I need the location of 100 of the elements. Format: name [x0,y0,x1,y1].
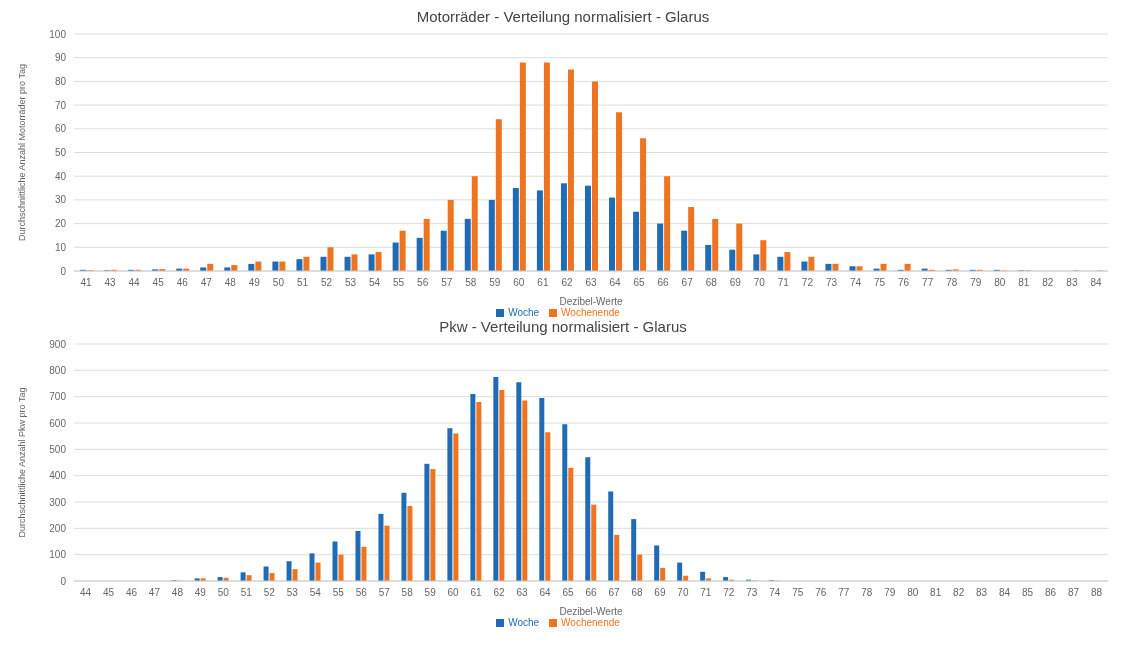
x-tick-label: 73 [746,587,758,599]
x-tick-label: 81 [1018,277,1030,289]
y-tick-label: 60 [54,123,67,135]
x-tick-label: 61 [537,277,549,289]
x-tick-label: 62 [561,277,573,289]
x-tick-label: 83 [1066,277,1078,289]
x-tick-label: 72 [801,277,814,289]
y-tick-label: 0 [60,265,67,277]
x-tick-label: 84 [1090,277,1102,289]
y-axis-title: Durchschnittliche Anzahl Pkw pro Tag [17,387,28,538]
x-tick-label: 59 [489,277,501,289]
x-tick-label: 85 [1022,587,1034,599]
x-tick-label: 50 [272,277,285,289]
x-tick-label: 80 [907,587,919,599]
x-tick-label: 66 [585,587,597,599]
x-tick-label: 69 [729,277,742,289]
x-tick-label: 52 [320,277,333,289]
x-tick-label: 47 [148,587,161,599]
x-tick-label: 46 [176,277,189,289]
x-tick-label: 82 [1042,277,1054,289]
x-tick-label: 81 [930,587,942,599]
chart-title: Motorräder - Verteilung normalisiert - Glarus [415,8,711,27]
x-axis-title: Dezibel-Werte [559,296,624,307]
x-axis-title: Dezibel-Werte [559,606,624,617]
x-tick-label: 70 [753,277,766,289]
x-tick-label: 55 [393,277,405,289]
y-tick-label: 400 [49,470,67,482]
x-tick-label: 56 [355,587,368,599]
y-tick-label: 600 [49,417,67,429]
x-tick-label: 46 [125,587,138,599]
y-tick-label: 300 [49,496,67,508]
legend-label: Wochenende [561,617,620,628]
x-tick-label: 86 [1044,587,1057,599]
x-tick-label: 62 [493,587,506,599]
x-tick-label: 57 [441,277,453,289]
x-tick-label: 56 [417,277,429,289]
x-tick-label: 87 [1067,587,1080,599]
y-tick-label: 0 [60,575,67,587]
x-tick-label: 60 [447,587,460,599]
x-tick-label: 60 [513,277,525,289]
x-tick-label: 52 [263,587,276,599]
y-axis-title: Durchschnittliche Anzahl Motorräder pro Tag [17,64,28,241]
y-tick-label: 30 [54,194,67,206]
y-tick-label: 500 [49,443,67,455]
x-tick-label: 48 [171,587,184,599]
x-tick-label: 74 [769,587,781,599]
x-tick-label: 65 [633,277,646,289]
x-tick-label: 54 [309,587,322,599]
legend-label: Wochenende [561,307,620,318]
y-tick-label: 80 [54,75,67,87]
y-tick-label: 10 [54,241,67,253]
x-tick-label: 63 [585,277,597,289]
x-tick-label: 77 [922,277,934,289]
x-tick-label: 45 [152,277,165,289]
x-tick-label: 84 [999,587,1011,599]
y-tick-label: 70 [54,99,67,111]
x-tick-label: 76 [898,277,910,289]
x-tick-label: 73 [825,277,838,289]
x-tick-label: 49 [194,587,207,599]
x-tick-label: 88 [1090,587,1103,599]
y-tick-label: 100 [49,28,67,40]
x-tick-label: 77 [838,587,850,599]
x-tick-label: 44 [128,277,141,289]
x-tick-label: 55 [332,587,345,599]
x-tick-label: 50 [217,587,230,599]
x-tick-label: 80 [994,277,1006,289]
legend-label: Woche [508,617,540,628]
x-tick-label: 47 [200,277,213,289]
legend-label: Woche [508,307,540,318]
x-tick-label: 65 [562,587,575,599]
y-tick-label: 800 [49,364,67,376]
x-tick-label: 54 [369,277,381,289]
y-tick-label: 700 [49,391,67,403]
x-tick-label: 76 [815,587,827,599]
y-tick-label: 100 [49,549,67,561]
x-tick-label: 45 [102,587,115,599]
y-tick-label: 20 [54,218,67,230]
x-tick-label: 44 [79,587,92,599]
x-tick-label: 53 [286,587,299,599]
x-tick-label: 43 [104,277,117,289]
x-tick-label: 82 [953,587,965,599]
x-tick-label: 41 [80,277,93,289]
x-tick-label: 51 [240,587,253,599]
x-tick-label: 58 [465,277,477,289]
x-tick-label: 57 [378,587,391,599]
x-tick-label: 71 [700,587,712,599]
y-tick-label: 40 [54,170,67,182]
x-tick-label: 63 [516,587,529,599]
x-tick-label: 61 [470,587,483,599]
x-tick-label: 79 [884,587,896,599]
x-tick-label: 75 [792,587,804,599]
chart-title: Pkw - Verteilung normalisiert - Glarus [438,318,688,337]
x-tick-label: 66 [657,277,670,289]
x-tick-label: 53 [344,277,357,289]
x-tick-label: 49 [248,277,261,289]
x-tick-label: 79 [970,277,982,289]
x-tick-label: 51 [296,277,309,289]
x-tick-label: 71 [777,277,790,289]
x-tick-label: 67 [681,277,694,289]
x-tick-label: 69 [654,587,666,599]
